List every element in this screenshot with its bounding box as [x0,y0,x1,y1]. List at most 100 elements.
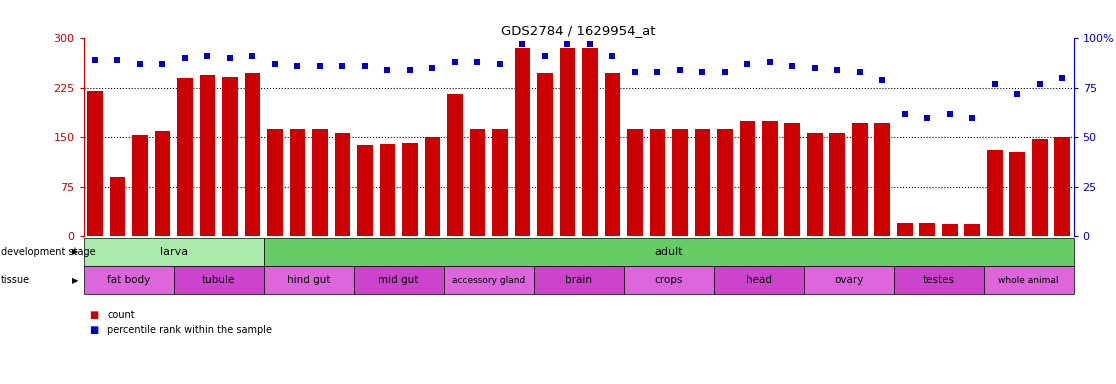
Text: ▶: ▶ [71,276,78,285]
Bar [514,48,530,236]
Point [985,81,1003,87]
Text: tubule: tubule [202,275,235,285]
Point [266,61,283,67]
Point [86,57,104,63]
Text: development stage: development stage [1,247,96,257]
Text: whole animal: whole animal [999,276,1059,285]
Point [1009,91,1027,97]
Text: tissue: tissue [1,275,30,285]
Point [154,61,172,67]
Text: head: head [745,275,771,285]
Point [963,114,981,121]
Bar [200,74,215,236]
Bar [829,132,845,236]
Point [828,67,846,73]
Bar [672,129,687,236]
Bar [942,224,958,236]
Bar [244,73,260,236]
Bar [492,129,508,236]
Point [850,69,868,75]
Bar [1055,137,1070,236]
Point [176,55,194,61]
Bar [402,142,417,236]
Bar [537,73,552,236]
Point [243,53,261,59]
Bar [312,129,328,236]
Bar [448,94,463,236]
Bar [785,123,800,236]
Point [536,53,554,59]
Point [874,77,892,83]
Point [491,61,509,67]
Point [648,69,666,75]
Bar [740,121,756,236]
Point [469,59,487,65]
Bar [762,121,778,236]
Bar [289,129,306,236]
Bar [716,129,733,236]
Text: hind gut: hind gut [287,275,330,285]
Title: GDS2784 / 1629954_at: GDS2784 / 1629954_at [501,24,656,37]
Bar [987,151,1002,236]
Bar [583,48,598,236]
Point [896,111,914,117]
Bar [920,223,935,236]
Text: testes: testes [923,275,954,285]
Text: crops: crops [654,275,683,285]
Text: ■: ■ [89,325,98,335]
Point [693,69,711,75]
Bar [379,144,395,236]
Bar [1032,139,1048,236]
Text: mid gut: mid gut [378,275,418,285]
Bar [335,132,350,236]
Text: larva: larva [160,247,187,257]
Bar [177,78,193,236]
Point [289,63,307,69]
Point [806,65,824,71]
Bar [155,131,171,236]
Text: percentile rank within the sample: percentile rank within the sample [107,325,272,335]
Point [1054,75,1071,81]
Point [446,59,464,65]
Bar [559,48,575,236]
Bar [470,129,485,236]
Bar [109,177,125,236]
Point [423,65,441,71]
Point [131,61,148,67]
Point [671,67,689,73]
Point [761,59,779,65]
Point [401,67,418,73]
Point [311,63,329,69]
Point [716,69,734,75]
Bar [424,137,441,236]
Bar [897,223,913,236]
Point [513,41,531,47]
Bar [222,77,238,236]
Point [334,63,352,69]
Text: count: count [107,310,135,320]
Bar [627,129,643,236]
Point [108,57,126,63]
Text: accessory gland: accessory gland [452,276,526,285]
Bar [357,145,373,236]
Point [941,111,959,117]
Point [783,63,801,69]
Point [581,41,599,47]
Point [918,114,936,121]
Point [626,69,644,75]
Bar [875,123,891,236]
Point [739,61,757,67]
Text: adult: adult [654,247,683,257]
Point [1031,81,1049,87]
Text: brain: brain [565,275,593,285]
Point [221,55,239,61]
Point [378,67,396,73]
Bar [807,132,822,236]
Point [356,63,374,69]
Bar [267,129,282,236]
Bar [1010,152,1026,236]
Bar [694,129,710,236]
Text: ▶: ▶ [71,247,78,257]
Bar [605,73,620,236]
Bar [650,129,665,236]
